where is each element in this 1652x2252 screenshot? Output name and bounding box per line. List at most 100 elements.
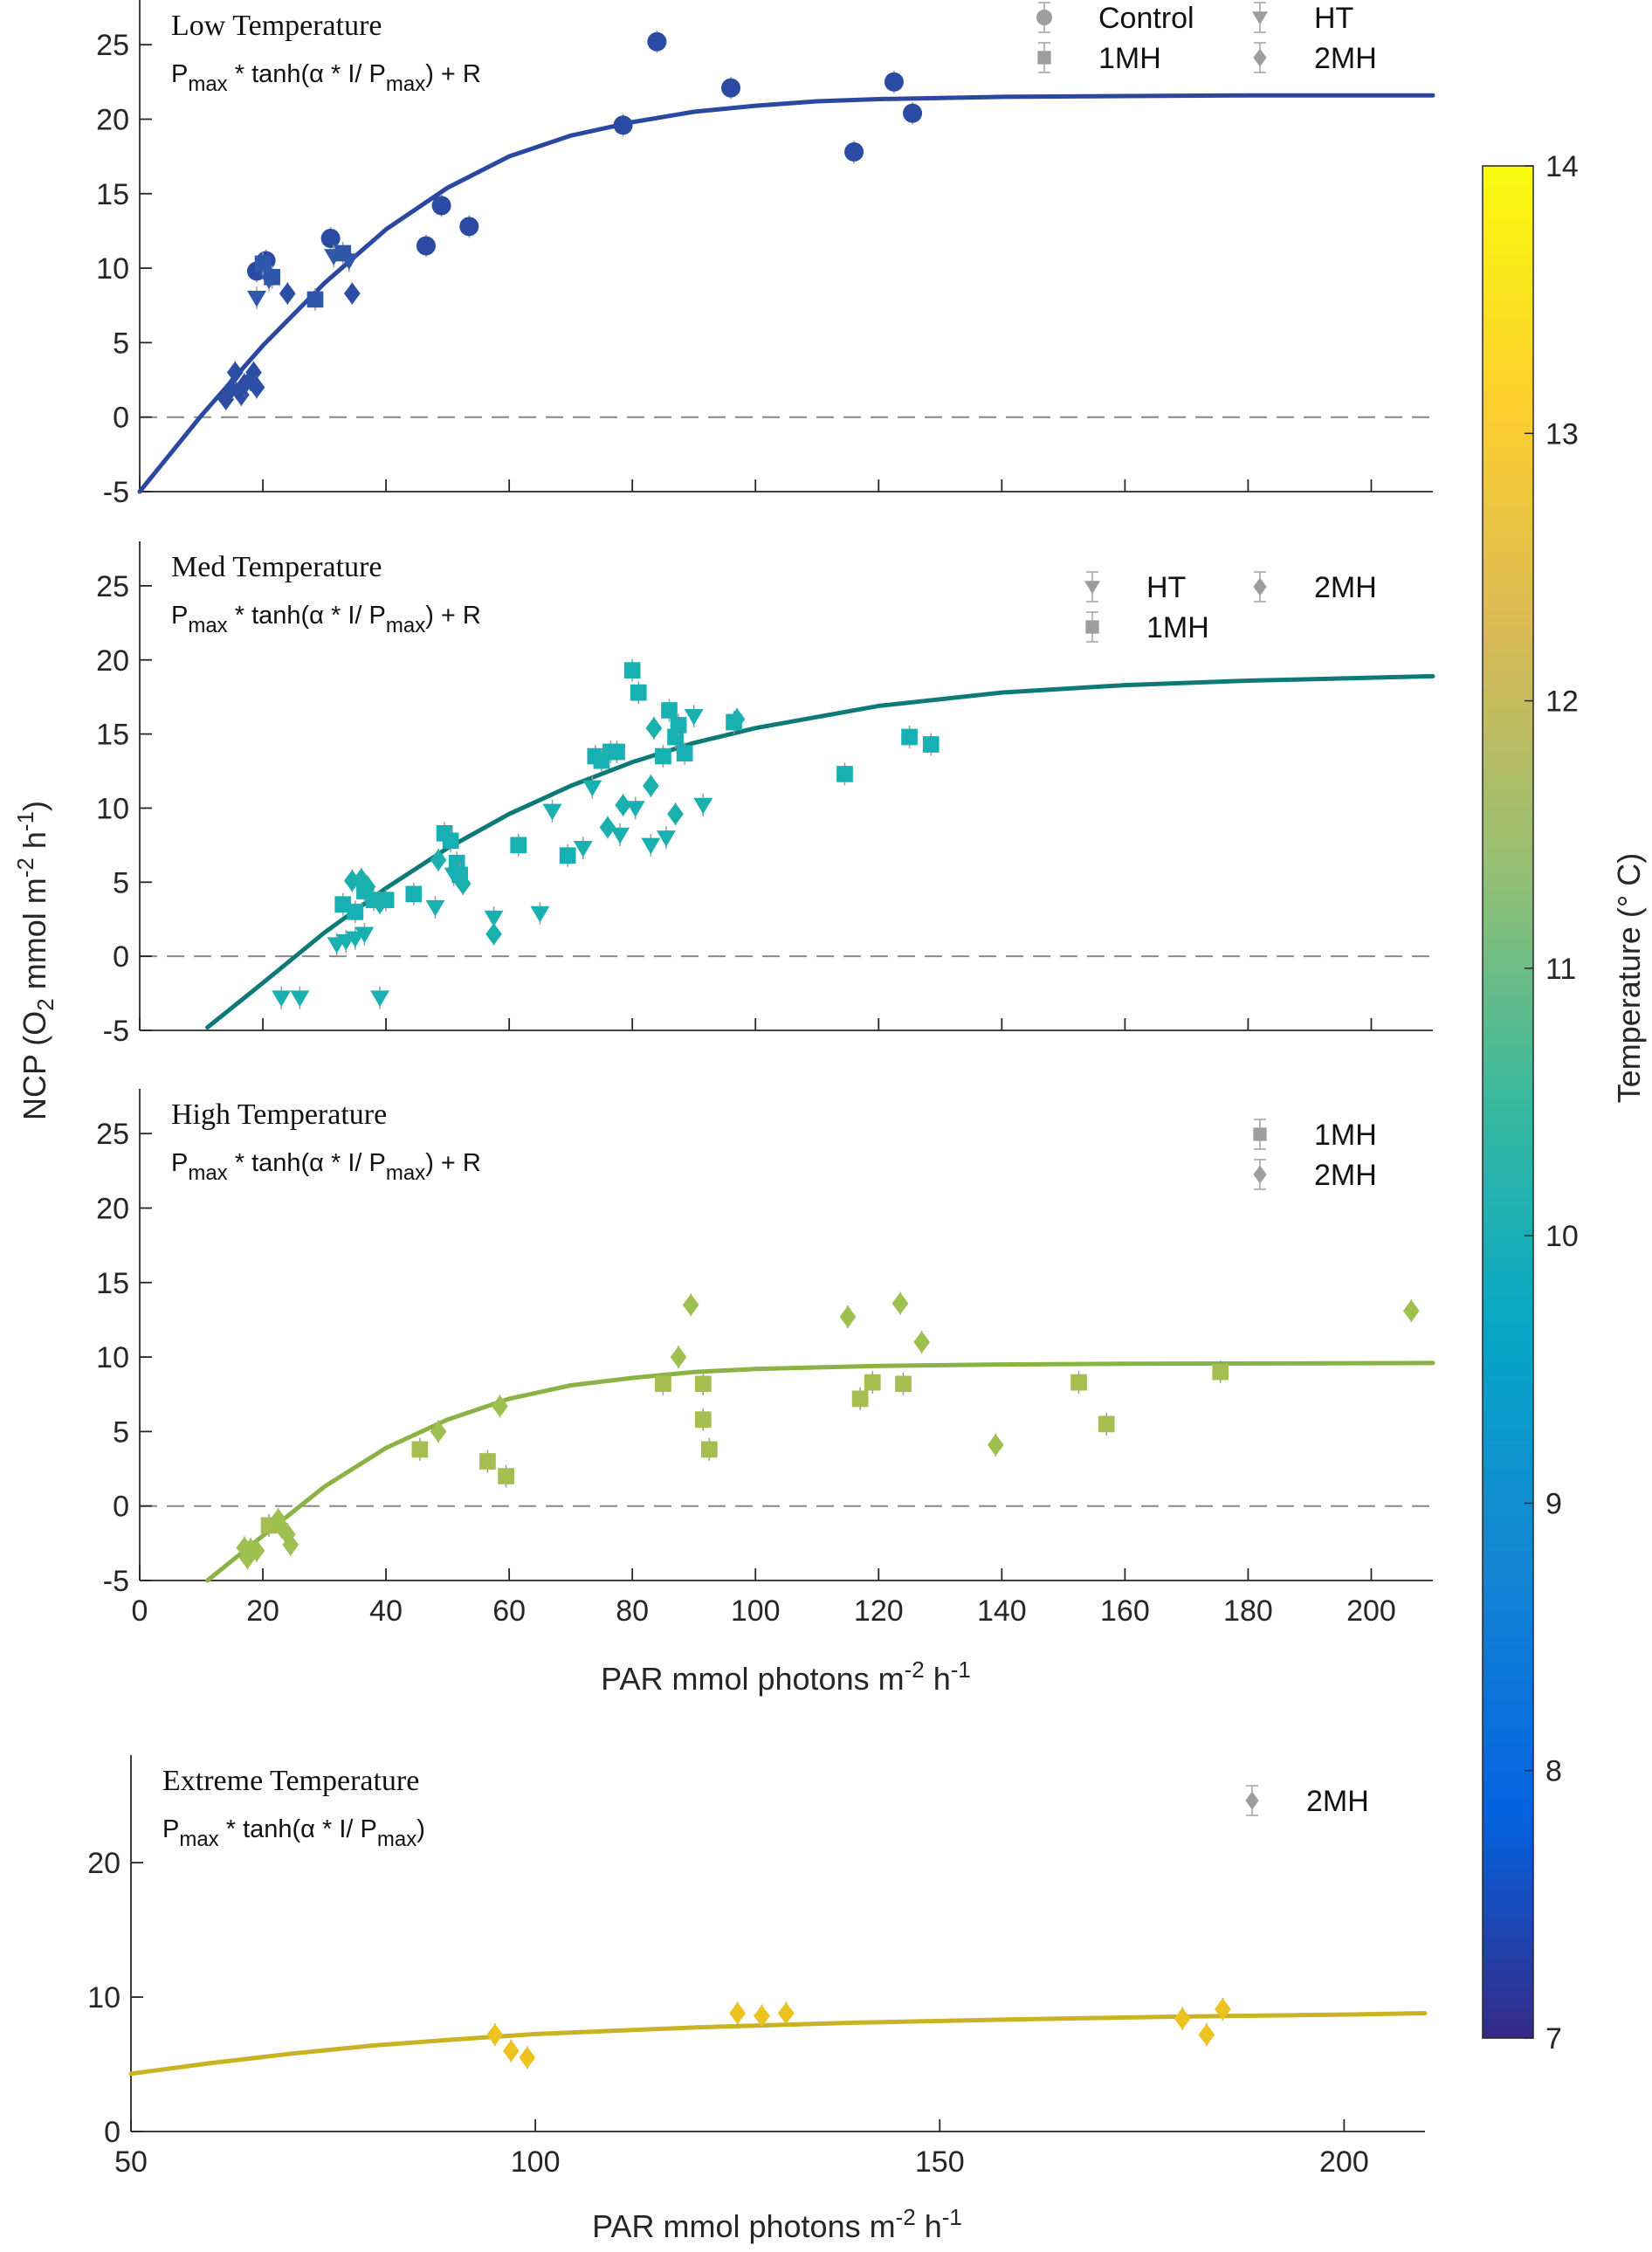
data-point	[682, 1293, 699, 1317]
panel-title: Extreme Temperature	[162, 1765, 419, 1797]
y-tick-label: -5	[103, 1565, 129, 1598]
colorbar-tick-label: 8	[1545, 1755, 1562, 1788]
legend-item-2mh: 2MH	[1245, 1785, 1369, 1818]
data-point	[1402, 1299, 1420, 1322]
legend-marker-diamond	[1253, 48, 1267, 67]
fit-curve	[137, 93, 1435, 494]
data-point	[694, 1411, 712, 1429]
data-point	[248, 1539, 265, 1562]
x-axis-label-high: PAR mmol photons m-2 h-1	[601, 1656, 971, 1697]
equation-part: max	[386, 1161, 425, 1185]
equation-part: * tanh(α * I/ P	[228, 602, 386, 630]
legend-item-1mh: 1MH	[1037, 42, 1161, 75]
legend: HT 2MH 1MH	[1084, 571, 1377, 644]
data-point	[891, 1292, 909, 1315]
data-point	[728, 707, 746, 731]
legend-marker-triangle-down	[1252, 11, 1268, 25]
y-tick-label: 20	[87, 1847, 120, 1880]
data-point	[655, 747, 671, 765]
equation-part: P	[162, 1815, 179, 1843]
data-point	[226, 361, 244, 384]
colorbar-tick-label: 13	[1545, 417, 1579, 451]
legend-label: 1MH	[1098, 42, 1161, 75]
axes: 0 10 20 50 100 150 200	[87, 1755, 1425, 2179]
equation-part: max	[386, 614, 425, 637]
data-point	[844, 142, 864, 162]
y-tick-label: -5	[103, 476, 129, 509]
data-point	[836, 766, 853, 782]
x-tick-label: 120	[854, 1594, 904, 1628]
legend-item-2mh: 2MH	[1253, 1159, 1377, 1192]
legend-item-2mh: 2MH	[1253, 42, 1377, 75]
colorbar-ticks: 7 8 9 10 11 12 13 14	[1525, 150, 1579, 2056]
data-point	[486, 2023, 504, 2046]
data-point	[290, 990, 310, 1008]
panel-med-temperature: -5 0 5 10 15 20 25 Med Temperature Pmax * tanh(α…	[96, 541, 1435, 1048]
legend-item-ht: HT	[1252, 2, 1353, 35]
colorbar-tick-label: 14	[1545, 150, 1579, 183]
data-point	[851, 1390, 869, 1408]
y-tick-label: 20	[96, 103, 129, 136]
data-point	[343, 282, 361, 305]
data-point	[667, 802, 684, 825]
legend-label: 1MH	[1314, 1119, 1377, 1152]
colorbar-tick-label: 12	[1545, 685, 1579, 719]
data-point	[264, 268, 280, 286]
legend-item-ht: HT	[1084, 571, 1186, 604]
legend-item-control: Control	[1036, 2, 1194, 35]
data-point	[454, 872, 472, 895]
colorbar-gradient	[1482, 165, 1534, 2039]
data-point	[987, 1434, 1004, 1457]
data-point	[684, 708, 704, 726]
data-point	[864, 1374, 881, 1391]
equation-part: * tanh(α * I/ P	[228, 1149, 386, 1177]
panel-title: Low Temperature	[171, 10, 382, 42]
data-point	[510, 837, 527, 854]
data-point	[661, 702, 678, 719]
fit-curve	[205, 1360, 1435, 1583]
data-point	[1098, 1415, 1115, 1433]
y-tick-label: 25	[96, 1118, 129, 1151]
data-point	[519, 2046, 536, 2069]
legend-label: HT	[1146, 571, 1186, 604]
legend-marker-diamond	[1253, 577, 1267, 596]
data-point	[347, 903, 364, 920]
data-point	[884, 72, 904, 92]
data-point	[777, 2001, 795, 2025]
y-tick-label: 25	[96, 570, 129, 603]
data-point	[729, 2001, 747, 2025]
fit-equation: Pmax * tanh(α * I/ Pmax) + R	[171, 602, 481, 637]
data-point	[647, 31, 667, 52]
legend-label: HT	[1314, 2, 1353, 35]
legend-marker-square	[1085, 620, 1099, 634]
equation-part: ) + R	[425, 602, 481, 630]
data-point	[903, 103, 923, 123]
equation-part: max	[179, 1828, 218, 1851]
data-point	[754, 2004, 770, 2028]
x-tick-label: 200	[1319, 2145, 1369, 2179]
data-point	[1212, 1363, 1229, 1381]
legend: Control HT 1MH 2MH	[1036, 2, 1377, 75]
y-tick-label: 0	[113, 402, 129, 435]
data-point	[485, 923, 502, 946]
series-triangle-down	[272, 705, 713, 1009]
fit-equation: Pmax * tanh(α * I/ Pmax)	[162, 1815, 425, 1851]
data-point	[306, 291, 324, 308]
x-tick-label: 100	[731, 1594, 781, 1628]
data-point	[630, 684, 647, 701]
legend-label: 2MH	[1314, 571, 1377, 604]
equation-part: max	[188, 72, 227, 96]
data-point	[320, 228, 341, 248]
x-tick-label: 100	[511, 2145, 561, 2179]
equation-part: max	[377, 1828, 416, 1851]
data-point	[442, 832, 459, 850]
series-square	[254, 242, 352, 311]
y-axis-label: NCP (O2 mmol m-2 h-1)	[12, 801, 59, 1120]
equation-part: max	[386, 72, 425, 96]
legend-marker-circle	[1036, 10, 1052, 25]
legend-item-2mh: 2MH	[1253, 571, 1377, 604]
colorbar-tick-label: 11	[1545, 953, 1576, 986]
data-point	[334, 244, 352, 262]
axes: -5 0 5 10 15 20 25	[96, 541, 1433, 1048]
